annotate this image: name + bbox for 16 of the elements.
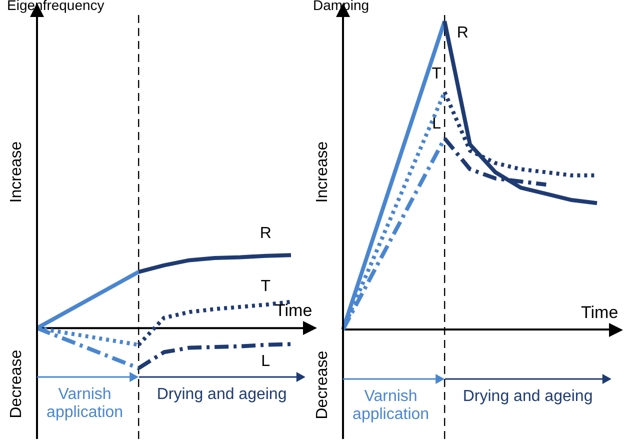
text: Decrease (314, 350, 332, 419)
series-label: L (432, 116, 442, 133)
series-label: R (260, 225, 272, 242)
y-axis-title: Increase (314, 142, 332, 203)
series-label: R (456, 24, 468, 42)
y-axis-title: Increase (8, 140, 26, 202)
series-label: T (260, 278, 271, 295)
text: Drying and ageing (462, 388, 593, 406)
series-label: T (432, 65, 442, 82)
text: Varnish application (352, 388, 430, 424)
text: Varnish application (46, 386, 124, 422)
text: Drying and ageing (156, 386, 287, 404)
x-axis-title: Time (275, 301, 312, 322)
text: Decrease (8, 350, 26, 418)
series-label: L (261, 353, 270, 370)
x-axis-title: Time (581, 302, 618, 323)
